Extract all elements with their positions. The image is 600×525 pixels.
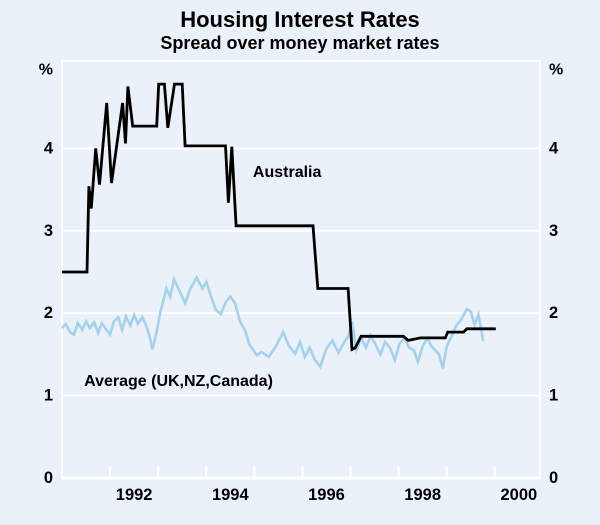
- chart-subtitle: Spread over money market rates: [160, 33, 440, 53]
- x-year-label: 2000: [500, 486, 537, 504]
- percent-label-right: %: [549, 62, 563, 79]
- series-line-australia: [62, 82, 496, 352]
- y-tick-label-left: 0: [44, 469, 53, 487]
- y-tick-label-left: 4: [44, 139, 54, 157]
- y-tick-label-right: 3: [549, 222, 558, 240]
- series-line-average-uk-nz-canada: [61, 275, 485, 370]
- chart-title: Housing Interest Rates: [180, 7, 420, 32]
- y-tick-label-left: 2: [44, 304, 53, 322]
- y-tick-label-right: 1: [549, 387, 558, 405]
- series-label-average-uk-nz-canada: Average (UK,NZ,Canada): [84, 373, 273, 390]
- x-year-label: 1994: [212, 486, 250, 504]
- y-tick-label-left: 3: [44, 222, 53, 240]
- y-tick-label-right: 0: [549, 469, 558, 487]
- x-year-label: 1998: [404, 486, 441, 504]
- series-label-australia: Australia: [253, 164, 322, 181]
- x-year-label: 1992: [116, 486, 153, 504]
- x-year-label: 1996: [308, 486, 345, 504]
- y-tick-label-right: 4: [549, 139, 559, 157]
- percent-label-left: %: [39, 62, 53, 79]
- y-tick-label-right: 2: [549, 304, 558, 322]
- y-tick-label-left: 1: [44, 387, 53, 405]
